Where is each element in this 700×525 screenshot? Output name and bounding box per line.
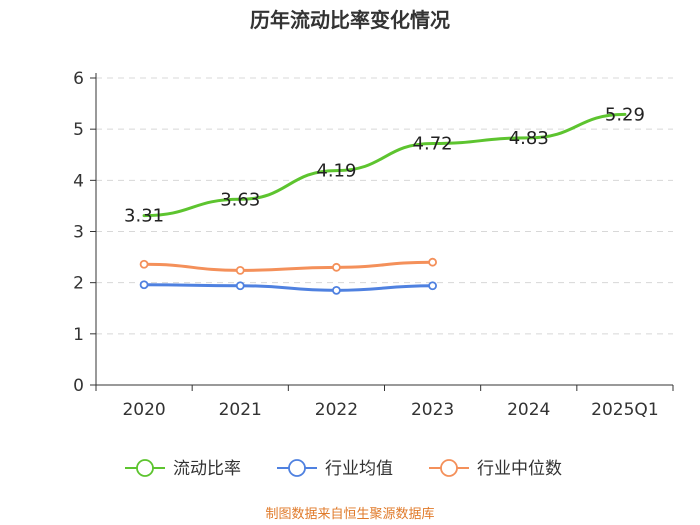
series-point [332,262,341,272]
series-point [235,265,245,275]
y-tick-label: 0 [73,376,84,396]
y-tick-label: 6 [73,69,84,89]
series-point [428,257,437,267]
legend-marker [136,459,154,477]
y-tick-label: 1 [73,325,84,345]
x-tick-label: 2025Q1 [591,400,658,420]
series-point [332,285,341,295]
series-point [428,281,437,291]
legend-item-1[interactable]: 行业均值 [277,459,393,479]
legend[interactable]: 流动比率 行业均值 行业中位数 [125,459,562,479]
grid-lines [96,77,673,335]
x-tick-label: 2020 [122,400,165,420]
legend-label: 流动比率 [173,459,241,479]
data-label: 3.31 [124,206,164,227]
legend-label: 行业中位数 [477,459,562,479]
legend-item-2[interactable]: 行业中位数 [429,459,562,479]
x-tick-label: 2024 [507,400,550,420]
y-tick-label: 5 [73,120,84,140]
series-line-2 [142,260,435,272]
series-point [235,281,245,291]
series-line-0 [142,112,627,218]
data-label: 5.29 [605,104,645,125]
legend-marker [288,459,306,477]
x-tick-label: 2023 [411,400,454,420]
data-label: 4.83 [509,128,549,149]
y-tick-label: 2 [73,274,84,294]
data-labels: 3.31 3.63 4.19 4.72 4.83 5.29 [124,104,645,226]
chart-title: 历年流动比率变化情况 [250,8,450,32]
series-point [139,280,149,290]
source-note: 制图数据来自恒生聚源数据库 [265,506,434,522]
legend-label: 行业均值 [325,459,393,479]
x-tick-label: 2021 [219,400,262,420]
y-tick-label: 3 [73,223,84,243]
y-tick-label: 4 [73,171,84,191]
series-line-1 [142,283,435,292]
series-point [139,259,149,269]
legend-marker [440,459,458,477]
data-label: 3.63 [220,189,260,210]
data-label: 4.19 [316,161,356,182]
series-lines [139,112,627,295]
legend-item-0[interactable]: 流动比率 [125,459,241,479]
data-label: 4.72 [413,133,453,154]
axes: 0 1 2 3 4 5 6 2020 2021 2022 2023 2024 2025Q1 [73,69,674,420]
x-tick-label: 2022 [315,400,358,420]
